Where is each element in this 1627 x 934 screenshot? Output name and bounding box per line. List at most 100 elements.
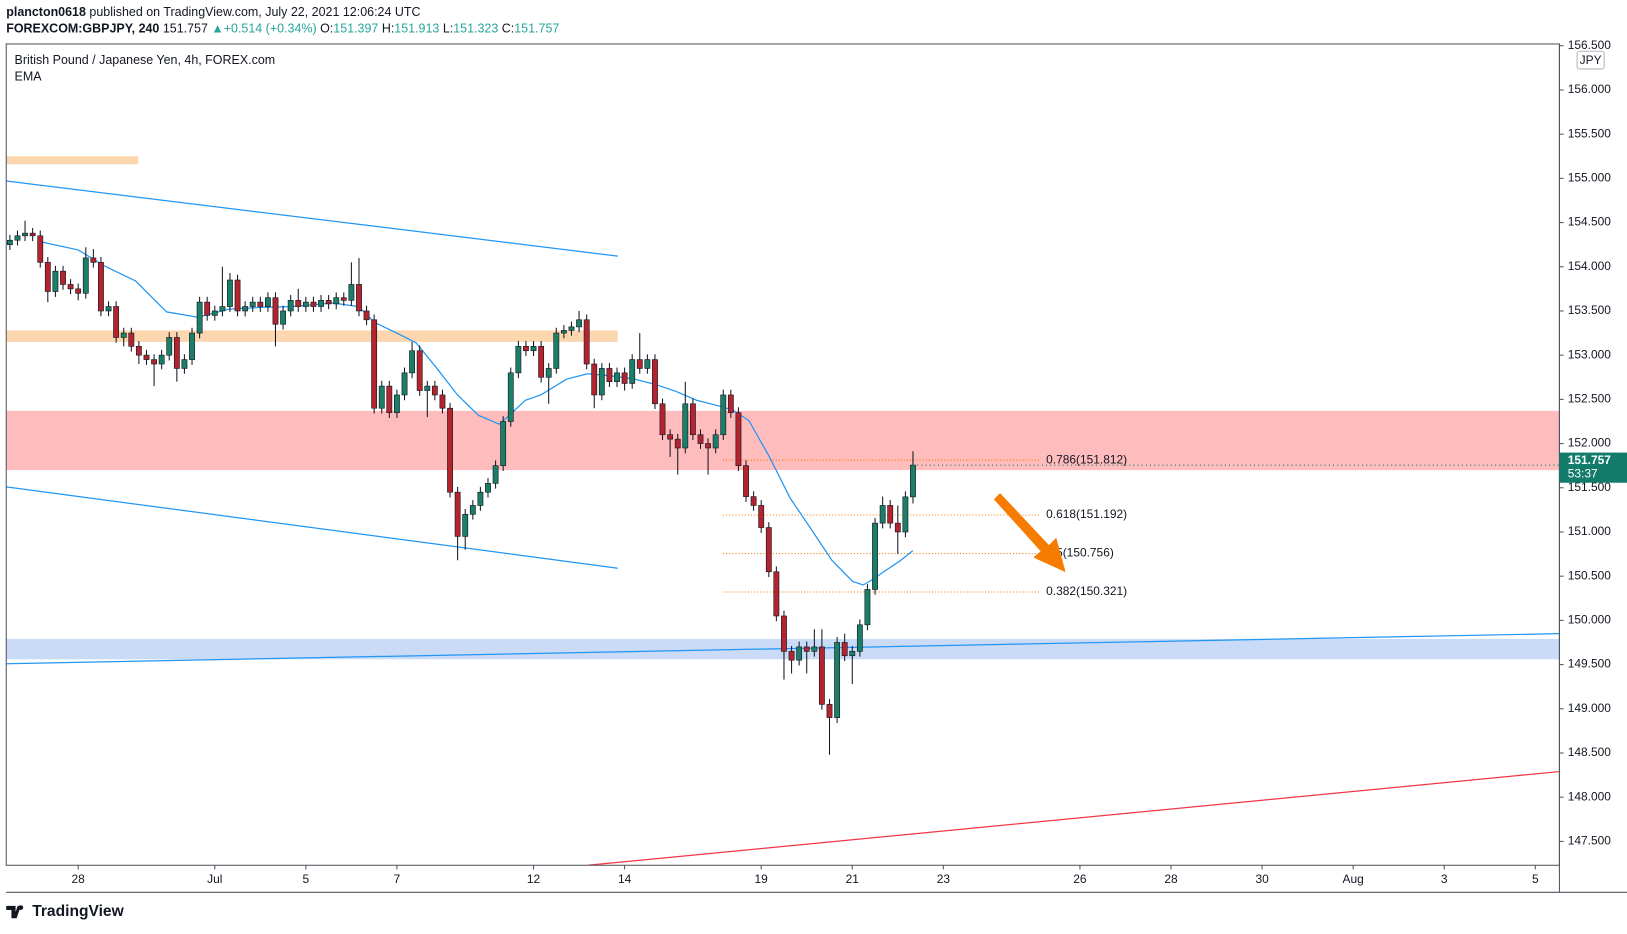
candle-body: [14, 235, 21, 241]
candle-body: [515, 346, 522, 374]
arrow: [993, 493, 1066, 573]
candle-body: [302, 301, 309, 307]
fib-label: 0.786(151.812): [1046, 452, 1127, 466]
candle-body: [727, 394, 734, 413]
candle-body: [401, 372, 408, 396]
y-tick-label: 150.000: [1568, 613, 1612, 627]
brand: TradingView: [6, 903, 125, 920]
candle-body: [758, 505, 765, 528]
symbol-line: FOREXCOM:GBPJPY, 240 151.757 ▲+0.514 (+0…: [6, 22, 559, 36]
candle-body: [105, 306, 112, 312]
candle-body: [553, 332, 560, 369]
x-tick-label: Jul: [207, 872, 222, 886]
candle-body: [204, 301, 211, 316]
candle-body: [135, 346, 142, 356]
candle-body: [394, 394, 400, 413]
candle-body: [310, 301, 317, 307]
x-tick-label: 5: [303, 872, 310, 886]
candle-body: [652, 359, 658, 405]
candle-body: [902, 496, 909, 533]
y-tick-label: 149.000: [1568, 701, 1612, 715]
indicator-name: EMA: [15, 70, 43, 84]
candle-body: [378, 385, 385, 409]
candle-body: [462, 513, 469, 537]
candle-body: [621, 372, 628, 384]
x-tick-label: Aug: [1343, 872, 1364, 886]
candle-body: [841, 642, 848, 657]
candle-body: [523, 346, 529, 352]
candle-body: [52, 270, 59, 292]
candle-body: [265, 297, 271, 307]
x-tick-label: 28: [1164, 872, 1178, 886]
c-value: 151.757: [514, 22, 559, 36]
x-tick-label: 3: [1441, 872, 1448, 886]
candle-body: [735, 412, 742, 466]
o-value: 151.397: [333, 22, 378, 36]
candle-body: [67, 284, 74, 290]
y-tick-label: 156.000: [1568, 82, 1612, 96]
l-label: L:: [443, 22, 453, 36]
candle-body: [598, 368, 605, 396]
candle-body: [227, 279, 233, 307]
candle-body: [560, 330, 567, 334]
y-tick-label: 155.000: [1568, 171, 1612, 185]
candle-body: [37, 235, 44, 263]
y-tick-label: 153.500: [1568, 303, 1612, 317]
y-tick-label: 154.000: [1568, 259, 1612, 273]
candle-body: [196, 301, 203, 334]
candle-body: [22, 232, 28, 237]
candle-body: [90, 257, 97, 263]
candle-body: [811, 646, 818, 652]
candle-body: [492, 465, 499, 484]
candle-body: [6, 239, 13, 245]
candle-body: [712, 434, 719, 449]
chart-title: British Pound / Japanese Yen, 4h, FOREX.…: [15, 53, 276, 67]
candle-body: [910, 464, 916, 498]
candle-body: [333, 297, 340, 305]
candle-body: [530, 346, 537, 352]
candle-body: [485, 483, 491, 493]
candle-body: [674, 438, 681, 449]
l-value: 151.323: [453, 22, 498, 36]
candle-body: [98, 262, 104, 312]
y-tick-label: 149.500: [1568, 657, 1612, 671]
x-tick-label: 21: [846, 872, 860, 886]
candle-body: [500, 421, 507, 466]
h-label: H:: [382, 22, 394, 36]
candle-body: [166, 337, 173, 356]
x-tick-label: 28: [72, 872, 86, 886]
h-value: 151.913: [394, 22, 439, 36]
candle-body: [82, 257, 89, 294]
candle-body: [371, 319, 378, 409]
y-tick-label: 148.500: [1568, 745, 1612, 759]
candle-body: [507, 372, 514, 422]
candle-body: [864, 589, 871, 626]
candle-body: [538, 346, 545, 378]
symbol: FOREXCOM:GBPJPY, 240: [6, 22, 159, 36]
candle-body: [257, 301, 264, 307]
candle-body: [477, 491, 484, 506]
candle-body: [181, 359, 188, 369]
c-label: C:: [502, 22, 514, 36]
candle-body: [128, 332, 135, 347]
published: published on TradingView.com, July 22, 2…: [89, 5, 420, 19]
candle-body: [29, 232, 36, 237]
candle-body: [872, 522, 878, 590]
candle-body: [280, 310, 286, 325]
candle-body: [340, 297, 347, 301]
candle-body: [894, 522, 901, 533]
candle-body: [720, 394, 727, 436]
candle-body: [234, 279, 241, 312]
candle-body: [583, 319, 590, 365]
candle-body: [856, 624, 863, 652]
candle-body: [629, 359, 636, 384]
candle-body: [143, 354, 150, 360]
candle-body: [386, 385, 393, 413]
candle-body: [697, 434, 704, 444]
candle-body: [363, 310, 370, 321]
change: +0.514 (+0.34%): [224, 22, 317, 36]
candle-body: [765, 527, 772, 573]
y-tick-label: 147.500: [1568, 834, 1612, 848]
